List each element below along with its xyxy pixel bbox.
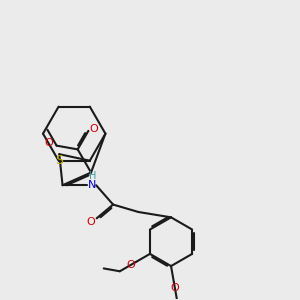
Text: S: S (55, 154, 63, 167)
Text: O: O (45, 138, 54, 148)
Text: O: O (126, 260, 135, 270)
Text: O: O (89, 124, 98, 134)
Text: O: O (86, 217, 95, 227)
Text: N: N (88, 180, 97, 190)
Text: O: O (170, 283, 179, 293)
Text: H: H (88, 171, 96, 181)
